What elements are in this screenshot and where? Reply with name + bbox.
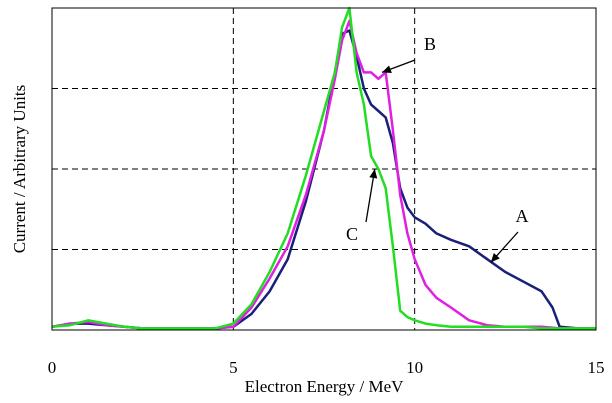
annotation-arrowhead-a [490,253,500,263]
x-tick-labels: 0 5 10 15 [48,358,605,377]
annotations: A B C [346,34,529,263]
x-tick-label: 5 [229,358,238,377]
plot-frame [51,7,597,331]
annotation-label-b: B [424,34,436,54]
annotation-arrowhead-c [369,169,378,179]
x-axis-label: Electron Energy / MeV [245,377,405,396]
annotation-arrowhead-b [382,65,392,73]
annotation-label-a: A [516,206,529,226]
series-group [51,6,596,330]
y-axis-label: Current / Arbitrary Units [10,85,29,254]
series-line-b [51,19,596,330]
x-tick-label: 10 [406,358,423,377]
x-tick-label: 0 [48,358,57,377]
series-line-c [51,6,596,330]
x-tick-label: 15 [588,358,605,377]
grid [52,8,596,330]
series-line-a [51,29,596,330]
annotation-label-c: C [346,224,358,244]
